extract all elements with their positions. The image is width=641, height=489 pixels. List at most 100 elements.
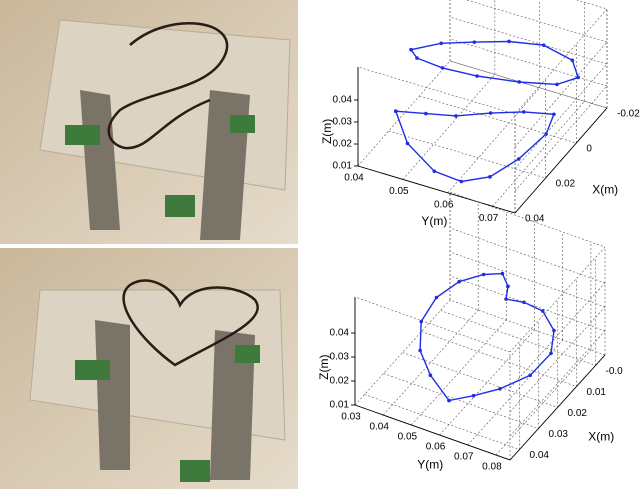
trajectory-point bbox=[432, 169, 437, 174]
grid-line bbox=[357, 60, 451, 167]
grid-line bbox=[509, 330, 606, 437]
trajectory-point bbox=[540, 309, 545, 313]
trajectory-point bbox=[457, 279, 461, 284]
grid-line bbox=[439, 329, 535, 436]
z-tick-label: 0.01 bbox=[333, 161, 353, 172]
x-tick-label: -0.0 bbox=[606, 366, 624, 377]
box-edge bbox=[357, 66, 516, 115]
trajectory-point bbox=[552, 328, 556, 333]
y-tick-label: 0.04 bbox=[369, 422, 389, 433]
trajectory-point bbox=[409, 47, 413, 52]
trajectory-point bbox=[500, 271, 505, 276]
grid-line bbox=[492, 101, 585, 207]
trajectory-point bbox=[517, 80, 522, 84]
y-tick-label: 0.07 bbox=[479, 213, 499, 224]
grid-line bbox=[382, 309, 479, 416]
grid-line bbox=[421, 331, 577, 387]
grid-line bbox=[514, 41, 608, 148]
trajectory-point bbox=[552, 112, 556, 117]
trajectory-point bbox=[506, 284, 510, 289]
trajectory bbox=[419, 272, 555, 402]
trajectory-point bbox=[507, 39, 511, 44]
box-edge bbox=[509, 246, 606, 353]
grid-line bbox=[388, 130, 546, 179]
trajectory-point bbox=[488, 175, 492, 179]
y-tick-label: 0.06 bbox=[426, 442, 446, 453]
photo-bottom bbox=[0, 248, 298, 489]
trajectory-point bbox=[405, 141, 410, 146]
trajectory-point bbox=[447, 398, 451, 403]
trajectory-point bbox=[522, 110, 526, 114]
grid-line bbox=[364, 394, 520, 450]
trajectory-point bbox=[393, 109, 398, 114]
x-tick-label: 0.02 bbox=[556, 179, 576, 190]
y-axis-label: Y(m) bbox=[417, 457, 443, 471]
grid-line bbox=[447, 87, 540, 194]
x-axis-label: X(m) bbox=[592, 182, 618, 196]
x-axis bbox=[509, 354, 606, 461]
grid-line bbox=[449, 38, 608, 87]
y-axis bbox=[357, 165, 516, 214]
y-tick-label: 0.04 bbox=[344, 173, 364, 184]
box-edge bbox=[449, 191, 606, 248]
z-tick-label: 0.03 bbox=[330, 352, 350, 363]
box-edge bbox=[575, 0, 608, 10]
trajectory-point bbox=[549, 351, 553, 356]
y-tick-label: 0.05 bbox=[398, 432, 418, 443]
trajectory bbox=[395, 110, 555, 183]
z-tick-label: 0.03 bbox=[333, 117, 353, 128]
x-tick-label: -0.02 bbox=[617, 109, 640, 120]
trajectory-point bbox=[488, 111, 493, 115]
grid-line bbox=[449, 251, 606, 308]
y-axis bbox=[354, 404, 511, 461]
z-tick-label: 0.02 bbox=[333, 139, 353, 150]
y-tick-label: 0.03 bbox=[341, 412, 361, 423]
trajectory-point bbox=[419, 319, 424, 324]
trajectory-point bbox=[481, 272, 486, 277]
y-tick-label: 0.07 bbox=[454, 452, 474, 463]
grid-line bbox=[514, 85, 608, 192]
trajectory-point bbox=[459, 179, 464, 184]
trajectory-point bbox=[528, 373, 532, 378]
z-tick-label: 0.04 bbox=[333, 95, 353, 106]
trajectory-point bbox=[576, 75, 581, 80]
z-tick-label: 0.01 bbox=[330, 400, 350, 411]
trajectory-point bbox=[428, 373, 433, 378]
grid-line bbox=[509, 282, 606, 389]
trajectory-point bbox=[504, 297, 508, 301]
x-axis bbox=[514, 107, 608, 214]
grid-line bbox=[465, 0, 608, 43]
y-tick-label: 0.08 bbox=[482, 462, 502, 473]
x-tick-label: 0.04 bbox=[525, 214, 545, 225]
trajectory-point bbox=[424, 111, 428, 116]
x-axis-label: X(m) bbox=[588, 429, 614, 443]
box-edge bbox=[354, 296, 511, 353]
trajectory-point bbox=[454, 114, 458, 118]
trajectory-point bbox=[418, 348, 422, 353]
grid-line bbox=[495, 349, 592, 456]
trajectory-point bbox=[570, 58, 575, 63]
grid-line bbox=[402, 74, 496, 180]
grid-line bbox=[354, 299, 451, 406]
grid-line bbox=[509, 306, 606, 413]
y-axis-label: Y(m) bbox=[421, 214, 447, 228]
grid-line bbox=[449, 275, 606, 332]
grid-line bbox=[419, 95, 577, 144]
photo-top bbox=[0, 0, 298, 244]
trajectory-point bbox=[434, 295, 439, 300]
trajectory-point bbox=[541, 43, 546, 47]
grid-line bbox=[402, 352, 558, 408]
grid-line bbox=[449, 60, 608, 109]
trajectory-point bbox=[522, 300, 526, 305]
z-tick-label: 0.02 bbox=[330, 376, 350, 387]
z-axis-label: Z(m) bbox=[320, 119, 334, 144]
z-tick-label: 0.04 bbox=[330, 328, 350, 339]
trajectory-point bbox=[555, 82, 559, 87]
y-tick-label: 0.05 bbox=[389, 186, 409, 197]
x-tick-label: 0.03 bbox=[549, 429, 569, 440]
trajectory-point bbox=[498, 387, 502, 391]
trajectory-point bbox=[516, 157, 521, 161]
y-tick-label: 0.06 bbox=[434, 199, 454, 210]
